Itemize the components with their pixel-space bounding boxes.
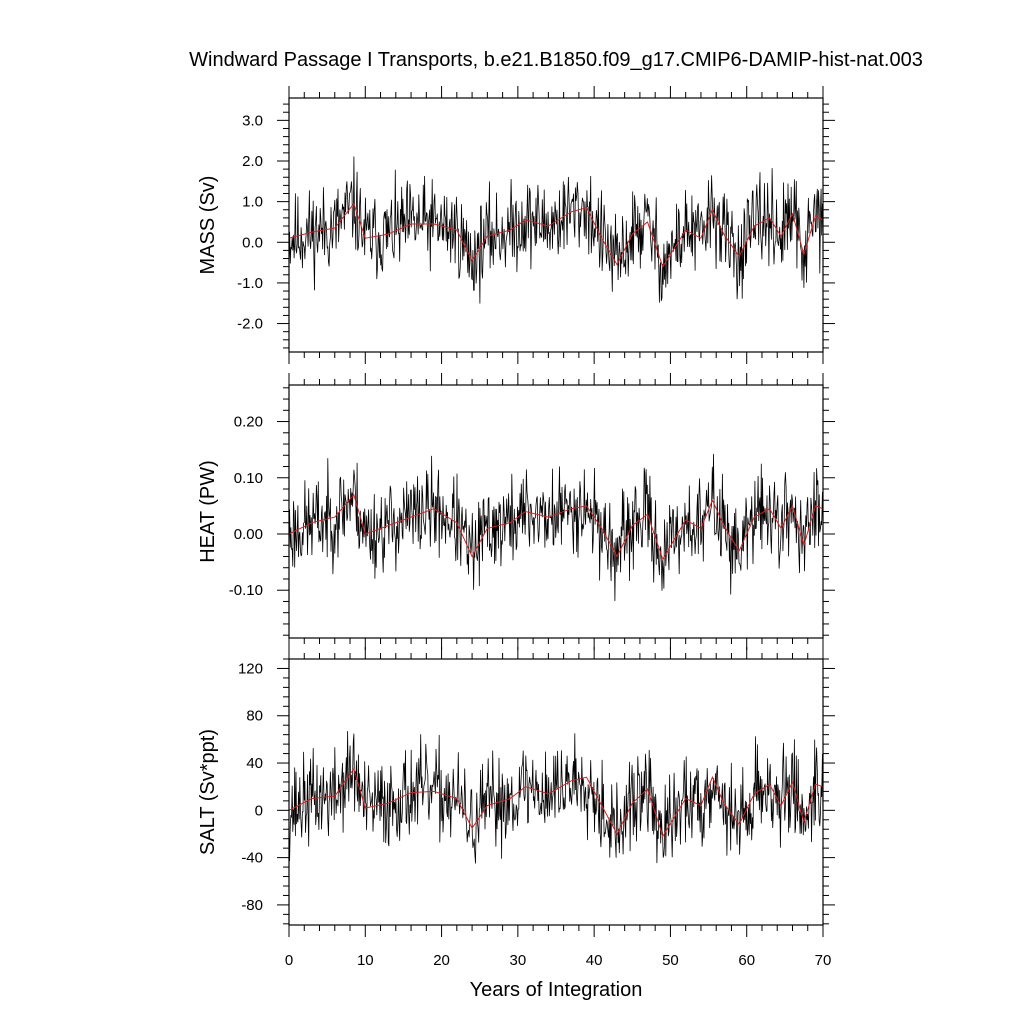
raw-series-line (288, 731, 824, 864)
heat-panel: HEAT (PW) -0.10 0.00 0.10 0.20 (197, 373, 835, 650)
plot-frame (288, 97, 824, 353)
y-tick-label: 2.0 (242, 153, 263, 170)
y-tick-label: 3.0 (242, 112, 263, 129)
y-tick-label: 0.10 (234, 470, 263, 487)
y-tick-label: 40 (246, 755, 263, 772)
smoothed-series-line (288, 202, 824, 268)
plot-frame (288, 384, 824, 639)
y-tick-label: 0.00 (234, 526, 263, 543)
x-tick-label: 20 (433, 952, 450, 969)
raw-series-line (288, 453, 824, 602)
raw-series-line (288, 156, 824, 304)
y-axis-label: MASS (Sv) (197, 176, 219, 275)
y-tick-label: 0.0 (242, 234, 263, 251)
plot-frame (288, 658, 824, 926)
y-axis-label: SALT (Sv*ppt) (197, 729, 219, 855)
chart-title: Windward Passage I Transports, b.e21.B18… (189, 49, 923, 71)
x-tick-label: 30 (510, 952, 527, 969)
x-tick-label: 0 (285, 952, 293, 969)
y-tick-label: 1.0 (242, 194, 263, 211)
smoothed-series-line (288, 493, 824, 561)
y-tick-label: -40 (241, 850, 263, 867)
y-tick-label: 0 (255, 802, 263, 819)
y-tick-label: 120 (238, 660, 263, 677)
y-axis-label: HEAT (PW) (197, 460, 219, 563)
y-tick-label: 80 (246, 708, 263, 725)
x-tick-label: 10 (357, 952, 374, 969)
mass-panel: MASS (Sv) -2.0 -1.0 0.0 1.0 2.0 3.0 (197, 86, 835, 364)
x-tick-labels: 0 10 20 30 40 50 60 70 (285, 952, 832, 969)
x-tick-label: 40 (586, 952, 603, 969)
y-tick-label: -1.0 (237, 275, 263, 292)
y-tick-label: -2.0 (237, 316, 263, 333)
x-tick-label: 60 (738, 952, 755, 969)
x-tick-label: 50 (662, 952, 679, 969)
y-tick-label: -80 (241, 897, 263, 914)
x-axis-label: Years of Integration (470, 979, 643, 1001)
salt-panel: SALT (Sv*ppt) -80 -40 0 40 80 120 (197, 647, 835, 937)
smoothed-series-line (288, 767, 824, 838)
y-tick-label: -0.10 (229, 582, 263, 599)
y-tick-label: 0.20 (234, 414, 263, 431)
x-tick-label: 70 (815, 952, 832, 969)
